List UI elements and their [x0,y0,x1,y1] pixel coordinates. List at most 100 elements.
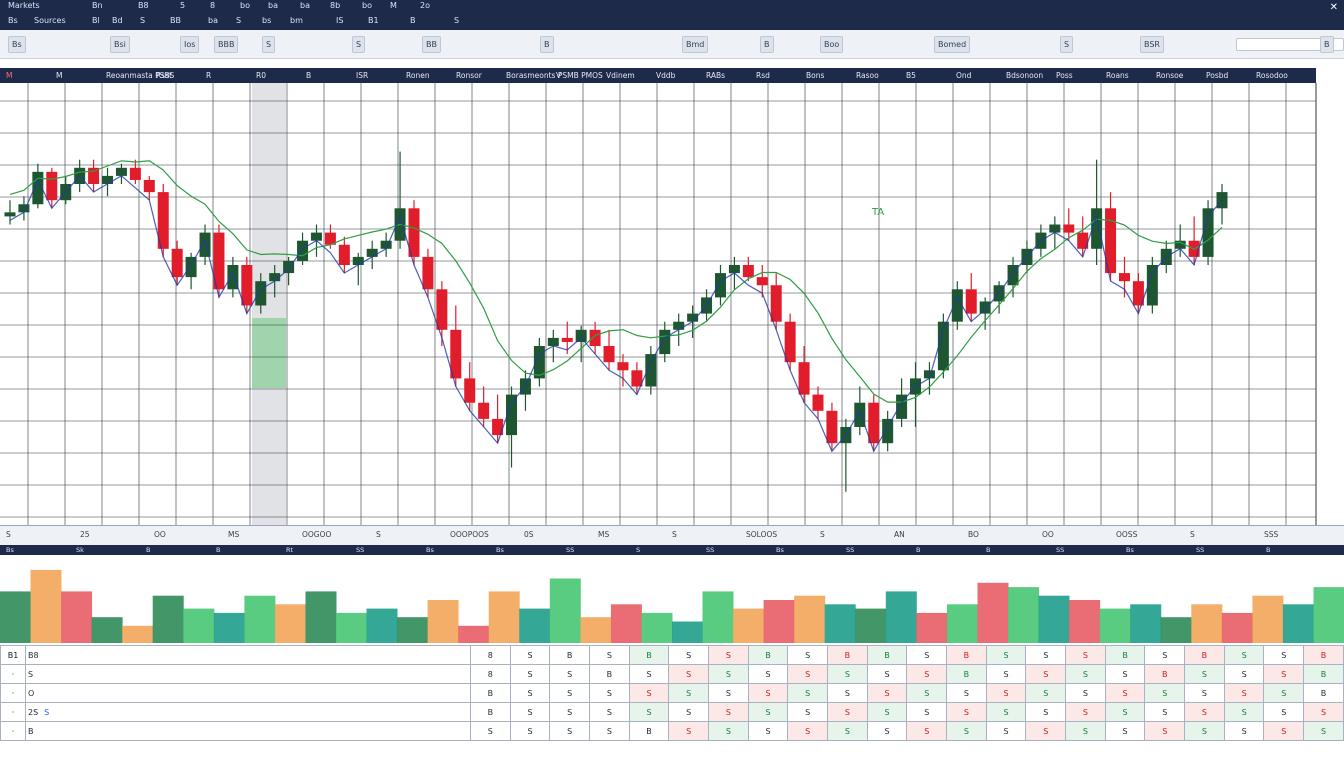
volume-bar [122,625,154,643]
toolbar-button[interactable]: B [540,36,554,53]
menu-item[interactable]: ba [268,1,278,10]
candle-body [617,362,629,371]
candle-body [297,240,309,261]
menu-item[interactable]: bm [290,16,303,25]
moving-average-line [9,160,1223,403]
table-cell: S [1025,683,1067,703]
menu-item[interactable]: S [140,16,146,25]
row-name: O [25,683,471,703]
volume-header-item: SS [566,546,575,554]
table-cell: B [827,645,868,665]
table-cell: S [827,664,868,684]
menu-item[interactable]: 2o [420,1,430,10]
menu-item[interactable]: ba [300,1,310,10]
table-cell: S [1223,721,1265,741]
table-cell: S [1263,645,1305,665]
candle-body [157,192,169,249]
table-row[interactable]: · S 8 S S B S S S S S S S S B S S S S B S S S B [0,664,1344,684]
menu-item[interactable]: Bn [92,1,103,10]
toolbar-button[interactable]: Bsi [110,36,130,53]
toolbar-button[interactable]: BSR [1140,36,1164,53]
volume-header-item: B [916,546,921,554]
chart-header-item: Ronsor [456,71,482,80]
toolbar-button[interactable]: Bs [8,36,26,53]
menu-item[interactable]: M [390,1,397,10]
menu-item[interactable]: bs [262,16,272,25]
table-cell: S [1184,683,1225,703]
toolbar-button[interactable]: Bomed [934,36,971,53]
candle-body [589,329,601,346]
toolbar-button[interactable]: BB [422,36,441,53]
candle-body [1202,208,1214,257]
table-cell: B [946,645,987,665]
candle-body [18,204,30,213]
toolbar-button[interactable]: S [1060,36,1074,53]
price-chart[interactable]: TA [0,83,1344,525]
candle-body [742,265,754,278]
candle-body [269,273,281,282]
menu-item[interactable]: 8 [210,1,216,10]
toolbar-button[interactable]: B [1320,36,1334,53]
menu-item[interactable]: 5 [180,1,186,10]
menu-item[interactable]: bo [362,1,372,10]
volume-bar [305,591,337,643]
table-cell: S [1263,664,1305,684]
volume-bar [1282,604,1314,643]
menu-item-markets[interactable]: Markets [8,1,40,10]
menu-item[interactable]: bo [240,1,250,10]
table-row[interactable]: · B S S S S B S S S S S S S S S S S S S S S S S [0,721,1344,741]
volume-bar [152,595,184,643]
table-cell: B [589,664,630,684]
table-cell: B [1303,645,1344,665]
candle-body [687,313,699,322]
candle-body [1007,265,1019,286]
toolbar-button[interactable]: BBB [214,36,239,53]
menu-item[interactable]: Bl [92,16,100,25]
table-row[interactable]: · O B S S S S S S S S S S S S S S S S S S S S B [0,683,1344,703]
table-cell: S [1223,645,1265,665]
menu-item[interactable]: BB [170,16,181,25]
overlay-label: TA [871,207,884,218]
table-cell: S [1263,683,1305,703]
menu-item[interactable]: 8b [330,1,341,10]
chart-header-item: M [56,71,63,80]
table-cell: S [1104,702,1146,722]
candle-body [812,394,824,411]
volume-bar [946,604,978,643]
table-cell: S [470,721,511,741]
menu-item[interactable]: IS [336,16,344,25]
chart-header-item: ISR [356,71,369,80]
table-cell: S [866,683,908,703]
time-axis-label: AN [894,530,905,539]
row-name-text: S [28,669,34,679]
toolbar-button[interactable]: S [352,36,366,53]
menu-item[interactable]: B8 [138,1,149,10]
volume-bar [519,608,551,643]
menu-item[interactable]: Bs [8,16,18,25]
menu-item[interactable]: ba [208,16,218,25]
chart-header-item: V [556,71,562,80]
toolbar-button[interactable]: Bmd [682,36,709,53]
toolbar-button[interactable]: S [262,36,276,53]
table-cell: S [1263,702,1305,722]
menu-item[interactable]: S [454,16,460,25]
menu-item[interactable]: B [410,16,416,25]
toolbar-button[interactable]: Boo [820,36,844,53]
table-cell: S [906,645,948,665]
table-row[interactable]: · 2S S B S S S S S S S S S S S S S S S S S S S S S [0,702,1344,722]
toolbar-button[interactable]: B [760,36,774,53]
close-icon[interactable]: ✕ [1329,2,1338,13]
table-cell: S [747,702,789,722]
candle-body [1118,273,1130,282]
table-cell: S [747,664,789,684]
menu-item[interactable]: Bd [112,16,123,25]
volume-header-item: Bs [426,546,434,554]
volume-bar [0,591,31,643]
table-cell: S [787,721,829,741]
menu-item-sources[interactable]: Sources [34,16,66,25]
toolbar-button[interactable]: Ios [180,36,200,53]
menu-item[interactable]: S [236,16,242,25]
candle-body [603,346,615,363]
menu-item[interactable]: B1 [368,16,379,25]
